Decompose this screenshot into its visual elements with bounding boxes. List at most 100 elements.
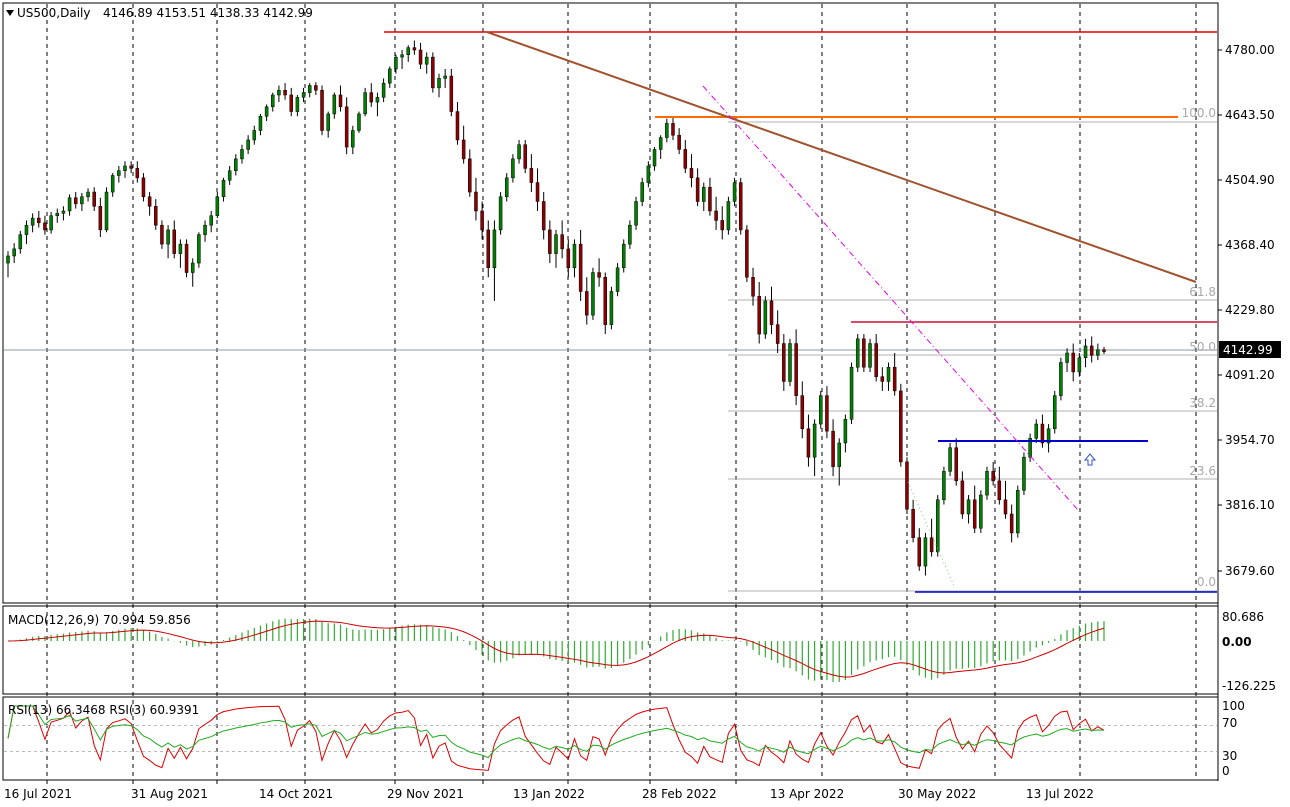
candle-body	[794, 343, 798, 396]
candle-body	[498, 196, 503, 231]
candle-body	[658, 137, 663, 150]
rsi-slow-line	[7, 705, 1105, 759]
fibo-trend-dotted	[907, 481, 956, 589]
candle-body	[714, 210, 718, 221]
candle-body	[468, 158, 472, 193]
candle-body	[147, 196, 152, 207]
macd-tick-label: 80.686	[1222, 610, 1264, 624]
candle-body	[86, 191, 90, 198]
candle-body	[424, 56, 429, 65]
candle-body	[344, 106, 349, 148]
candle-body	[117, 170, 121, 176]
candle-body	[80, 196, 84, 205]
candle-body	[283, 89, 287, 96]
time-label: 14 Oct 2021	[259, 787, 333, 801]
candle-body	[929, 537, 934, 553]
candle-body	[985, 471, 989, 496]
candle-body	[899, 390, 903, 463]
price-tick-label: 3679.60	[1225, 564, 1275, 578]
candle-body	[129, 165, 133, 169]
candle-body	[123, 165, 127, 171]
candle-body	[178, 243, 183, 254]
candle-body	[708, 187, 712, 212]
candle-body	[363, 92, 367, 115]
candle-body	[1083, 345, 1088, 359]
candle-body	[221, 179, 226, 198]
candle-body	[689, 168, 694, 179]
candle-body	[98, 205, 103, 231]
candle-body	[1096, 349, 1100, 356]
candle-body	[511, 158, 515, 179]
candle-body	[18, 234, 23, 250]
candle-body	[628, 224, 632, 245]
candle-body	[92, 191, 96, 207]
candle-body	[892, 366, 897, 392]
candle-body	[6, 255, 10, 264]
triangle-down-icon[interactable]	[6, 10, 14, 16]
candle-body	[923, 537, 928, 567]
candle-body	[855, 338, 860, 368]
candle-body	[135, 168, 140, 179]
time-label: 28 Feb 2022	[642, 787, 717, 801]
candle-body	[757, 295, 761, 335]
candle-body	[418, 49, 423, 65]
candle-body	[652, 149, 657, 167]
candle-body	[535, 182, 540, 202]
candle-body	[615, 267, 620, 292]
candle-body	[936, 499, 940, 553]
candle-body	[190, 262, 195, 273]
candle-body	[234, 158, 238, 171]
candle-body	[351, 130, 355, 148]
candle-body	[695, 177, 700, 202]
candle-body	[548, 229, 552, 254]
candle-body	[560, 234, 564, 250]
rsi-axis: 100 70 300	[1222, 699, 1245, 778]
candle-body	[572, 243, 577, 269]
drawn-lines	[384, 31, 1217, 593]
time-label: 29 Nov 2021	[387, 787, 464, 801]
fibonacci-levels: 100.0 61.8 50.0 38.2 23.6 0.0	[728, 106, 1217, 592]
rsi-tick-label: 100	[1222, 699, 1245, 713]
candle-body	[997, 480, 1002, 501]
candle-body	[517, 144, 521, 160]
price-tick-label: 4643.50	[1225, 108, 1275, 122]
candle-body	[412, 47, 417, 51]
candle-body	[246, 139, 250, 150]
candle-body	[665, 123, 669, 138]
candle-body	[831, 430, 835, 467]
candle-body	[1016, 490, 1020, 534]
candle-body	[1059, 362, 1063, 396]
time-label: 31 Aug 2021	[131, 787, 208, 801]
candle-body	[788, 343, 792, 382]
ohlc-values: 4146.89 4153.51 4138.33 4142.99	[103, 6, 313, 20]
price-tick-label: 4368.40	[1225, 238, 1275, 252]
candle-body	[480, 210, 484, 231]
candle-body	[782, 343, 786, 382]
candle-body	[504, 177, 509, 198]
candle-body	[745, 229, 749, 278]
macd-title: MACD(12,26,9) 70.994 59.856	[8, 613, 191, 627]
candle-body	[720, 220, 724, 231]
candle-body	[492, 229, 497, 269]
candle-body	[621, 243, 626, 269]
candle-body	[443, 75, 447, 79]
header: US500,Daily 4146.89 4153.51 4138.33 4142…	[6, 6, 313, 20]
candle-body	[203, 224, 207, 235]
candle-body	[474, 191, 478, 212]
candle-body	[1034, 423, 1039, 439]
candle-body	[702, 187, 706, 202]
candle-body	[874, 343, 878, 377]
candle-body	[1089, 345, 1094, 356]
candle-body	[110, 175, 115, 193]
candle-body	[264, 106, 269, 117]
fibo-label: 23.6	[1189, 464, 1216, 478]
candle-body	[141, 177, 146, 198]
candle-body	[948, 447, 952, 472]
candle-body	[812, 423, 817, 458]
candle-body	[1028, 437, 1032, 458]
candle-body	[258, 116, 263, 131]
candle-body	[394, 56, 398, 70]
price-tick-label: 4091.20	[1225, 368, 1275, 382]
price-tick-label: 4229.80	[1225, 303, 1275, 317]
